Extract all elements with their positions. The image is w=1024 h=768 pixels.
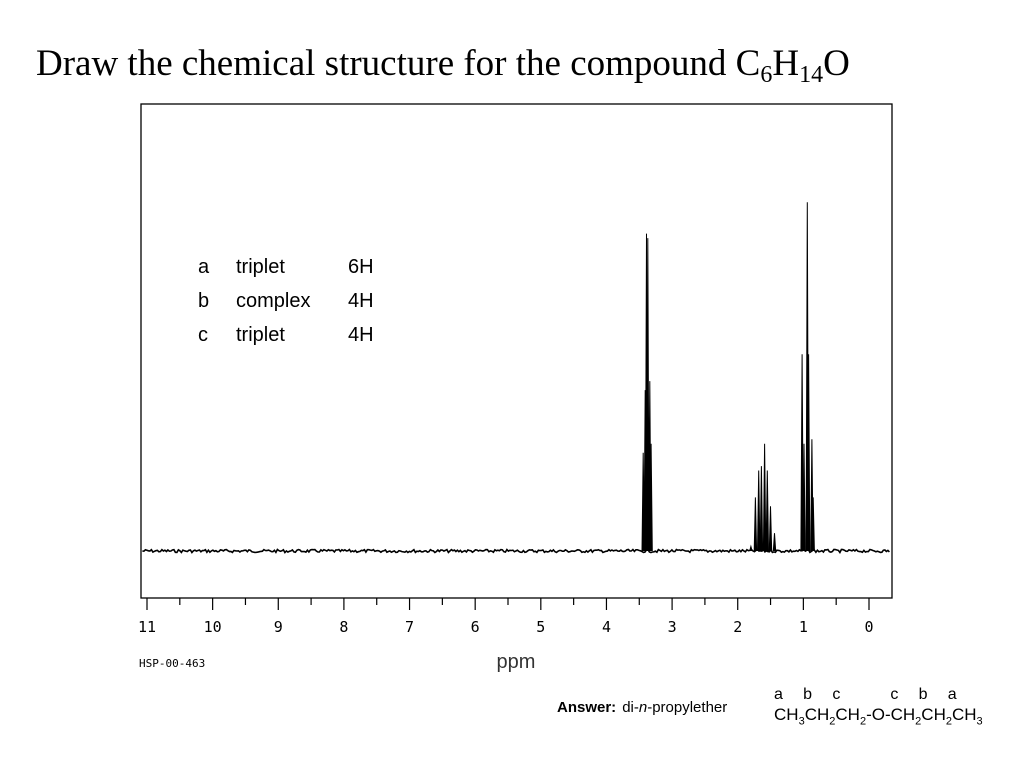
spectrum-peak bbox=[806, 354, 811, 552]
compound-name-italic: n bbox=[638, 699, 648, 716]
x-tick-label: 0 bbox=[864, 618, 873, 636]
condensed-structure: CH3CH2CH2-O-CH2CH2CH3 bbox=[774, 705, 983, 728]
spectrum-peak bbox=[649, 443, 653, 552]
peak-multiplicity: triplet bbox=[236, 324, 285, 346]
peak-integration: 6H bbox=[348, 256, 374, 278]
spectrum-baseline bbox=[142, 548, 890, 555]
answer-line: Answer: di-n-propylether bbox=[557, 699, 727, 716]
compound-name-suffix: -propylether bbox=[647, 699, 728, 716]
page-title: Draw the chemical structure for the comp… bbox=[36, 43, 850, 88]
spectrum-peak bbox=[772, 533, 777, 552]
peak-label: a bbox=[198, 256, 210, 278]
spectrum-peak bbox=[802, 443, 806, 552]
peak-label: b bbox=[198, 290, 210, 312]
spectrum-peak bbox=[753, 497, 758, 552]
x-tick-label: 7 bbox=[405, 618, 414, 636]
spectrum-peak bbox=[768, 506, 773, 552]
peak-assignment-table: a triplet 6H b complex 4H c triplet 4H bbox=[198, 252, 374, 354]
peak-row-c: c triplet 4H bbox=[198, 320, 374, 354]
x-tick-label: 4 bbox=[602, 618, 611, 636]
spectrum-peak bbox=[757, 470, 761, 552]
spectrum-peak bbox=[749, 544, 753, 552]
peak-integration: 4H bbox=[348, 324, 374, 346]
structural-formula: a b c c b a CH3CH2CH2-O-CH2CH2CH3 bbox=[774, 686, 983, 732]
x-tick-label: 2 bbox=[733, 618, 742, 636]
peak-label: c bbox=[198, 324, 208, 346]
spectrum-peak bbox=[759, 466, 764, 552]
x-tick-label: 8 bbox=[339, 618, 348, 636]
peak-row-b: b complex 4H bbox=[198, 286, 374, 320]
x-tick-label: 1 bbox=[799, 618, 808, 636]
x-tick-label: 5 bbox=[536, 618, 545, 636]
proton-letters: a b c c b a bbox=[774, 686, 958, 703]
x-tick-label: 11 bbox=[138, 618, 156, 636]
spectrum-peak bbox=[811, 497, 815, 552]
plot-frame bbox=[140, 103, 893, 599]
spectrum-peak bbox=[646, 238, 650, 552]
spectrum-peak bbox=[800, 354, 804, 552]
x-tick-label: 10 bbox=[204, 618, 222, 636]
answer-label: Answer: bbox=[557, 699, 617, 716]
compound-name-prefix: di- bbox=[622, 699, 639, 716]
peak-multiplicity: complex bbox=[236, 290, 311, 312]
spectrum-id-label: HSP-00-463 bbox=[139, 657, 205, 670]
spectrum-peak bbox=[762, 443, 767, 552]
spectrum-peak bbox=[765, 470, 769, 552]
x-tick-label: 9 bbox=[274, 618, 283, 636]
x-tick-label: 6 bbox=[471, 618, 480, 636]
x-tick-label: 3 bbox=[668, 618, 677, 636]
peak-row-a: a triplet 6H bbox=[198, 252, 374, 286]
peak-integration: 4H bbox=[348, 290, 374, 312]
peak-multiplicity: triplet bbox=[236, 256, 285, 278]
x-axis-label: ppm bbox=[497, 651, 536, 673]
